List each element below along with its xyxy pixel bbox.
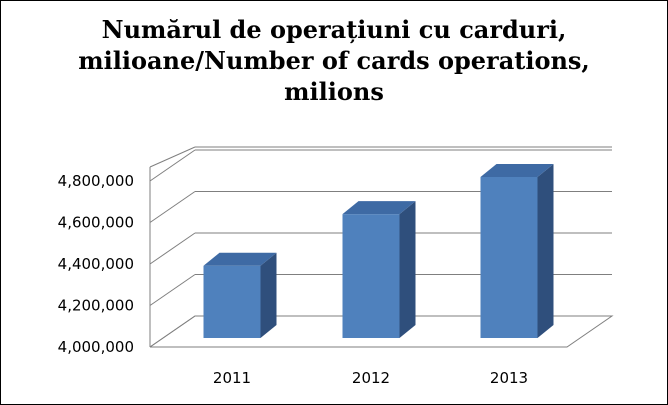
bar-2011 [203, 252, 277, 338]
gridline-left-diagonal [149, 191, 196, 223]
gridline-left-top-diagonal [149, 146, 196, 168]
bar-front-face [480, 177, 538, 338]
y-tick-label: 4,000,000 [58, 338, 134, 356]
bar-top-face [480, 164, 554, 177]
y-axis-tick-labels: 4,000,000 4,200,000 4,400,000 4,600,000 4,80… [58, 172, 134, 356]
bar-top-face [203, 252, 277, 266]
gridline-left-diagonal [149, 232, 196, 265]
y-tick-label: 4,800,000 [58, 172, 134, 190]
bar-2012 [342, 201, 416, 338]
x-tick-label: 2011 [213, 369, 251, 387]
bars [203, 164, 554, 338]
bar-side-face [399, 201, 416, 338]
chart-title-line-1: Numărul de operațiuni cu carduri, [101, 15, 567, 44]
y-tick-label: 4,400,000 [58, 255, 134, 273]
x-tick-label: 2013 [490, 369, 528, 387]
bar-top-face [342, 201, 416, 215]
bar-2013 [480, 164, 554, 338]
chart-title-line-2: milioane/Number of cards operations, [78, 46, 590, 75]
bar-front-face [203, 265, 261, 338]
chart-title: Numărul de operațiuni cu carduri, milioa… [0, 14, 668, 107]
chart-floor [149, 315, 614, 348]
x-tick-label: 2012 [352, 369, 390, 387]
x-axis-tick-labels: 2011 2012 2013 [213, 369, 528, 387]
chart-title-line-3: milions [284, 77, 384, 106]
gridline-left-diagonal [149, 274, 196, 306]
y-tick-label: 4,600,000 [58, 214, 134, 232]
bar-front-face [342, 214, 400, 338]
bar-side-face [260, 252, 277, 338]
bar-side-face [537, 164, 554, 338]
y-tick-label: 4,200,000 [58, 297, 134, 315]
gridline-left-diagonal [149, 149, 196, 182]
